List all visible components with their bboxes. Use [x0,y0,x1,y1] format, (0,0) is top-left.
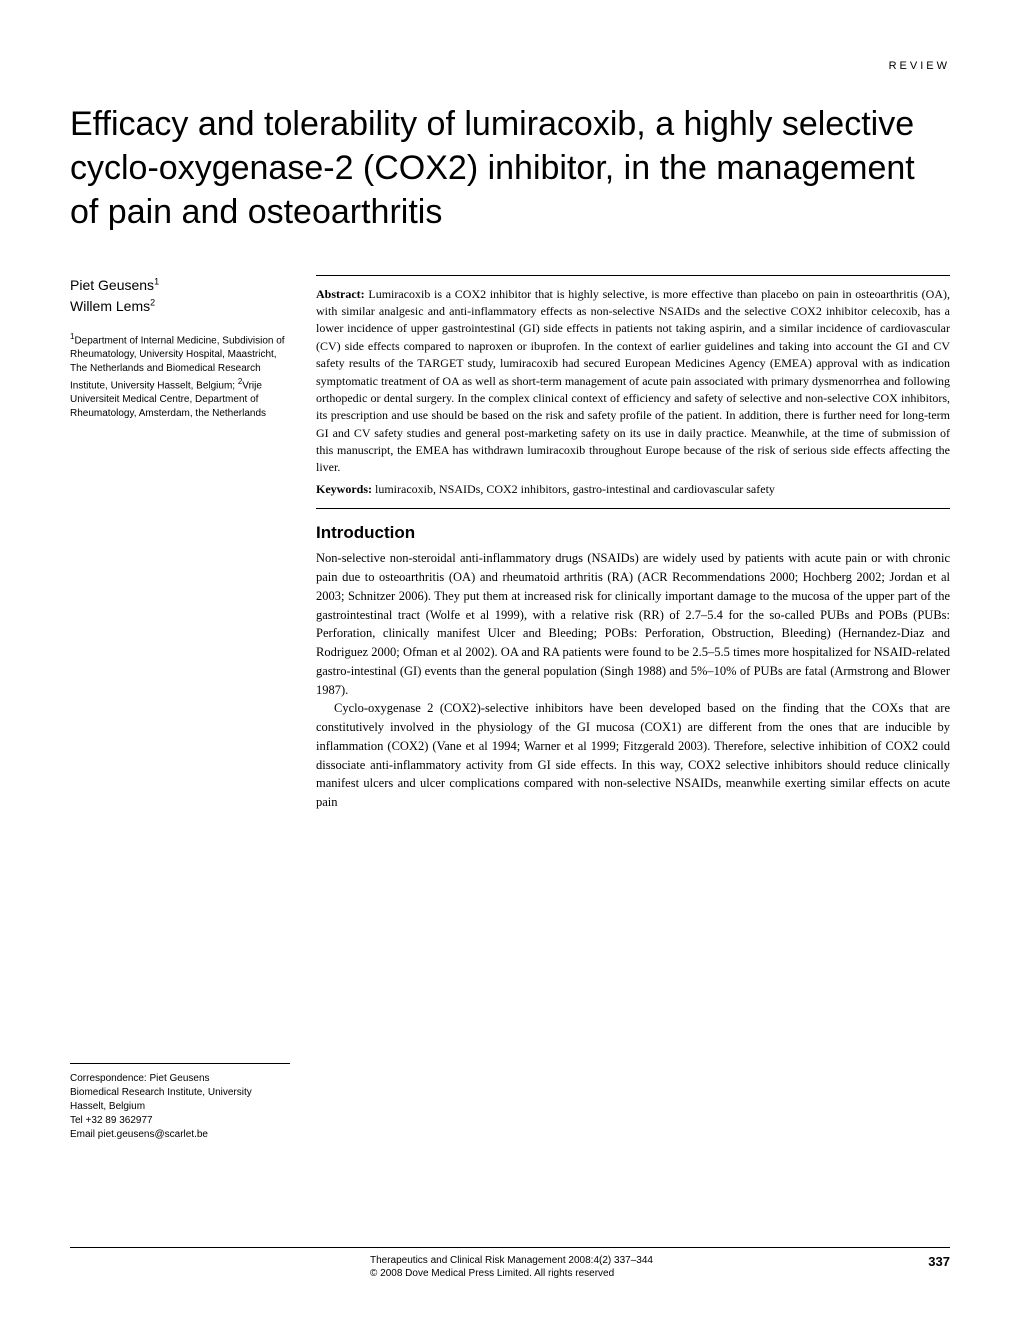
correspondence-name: Correspondence: Piet Geusens [70,1073,210,1084]
keywords-block: Keywords: lumiracoxib, NSAIDs, COX2 inhi… [316,481,950,498]
author-2-name: Willem Lems [70,298,150,314]
author-1-sup: 1 [154,276,159,286]
introduction-body: Non-selective non-steroidal anti-inflamm… [316,549,950,812]
correspondence-block: Correspondence: Piet Geusens Biomedical … [70,1063,290,1142]
footer-left: Therapeutics and Clinical Risk Managemen… [70,1254,653,1280]
author-1-name: Piet Geusens [70,277,154,293]
authors-block: Piet Geusens1 Willem Lems2 [70,275,290,317]
abstract-text: Lumiracoxib is a COX2 inhibitor that is … [316,287,950,475]
footer-journal: Therapeutics and Clinical Risk Managemen… [370,1255,653,1266]
page-footer: Therapeutics and Clinical Risk Managemen… [70,1247,950,1280]
intro-paragraph-1: Non-selective non-steroidal anti-inflamm… [316,549,950,699]
author-2-sup: 2 [150,297,155,307]
article-type-label: REVIEW [70,60,950,72]
correspondence-email: Email piet.geusens@scarlet.be [70,1129,208,1140]
page-number: 337 [928,1254,950,1280]
abstract-top-rule [316,275,950,276]
left-column: Piet Geusens1 Willem Lems2 1Department o… [70,275,290,812]
correspondence-address: Biomedical Research Institute, Universit… [70,1087,252,1112]
abstract-block: Abstract: Lumiracoxib is a COX2 inhibito… [316,286,950,477]
keywords-text: lumiracoxib, NSAIDs, COX2 inhibitors, ga… [372,482,775,496]
introduction-heading: Introduction [316,523,950,543]
footer-copyright: © 2008 Dove Medical Press Limited. All r… [370,1268,614,1279]
article-title: Efficacy and tolerability of lumiracoxib… [70,102,950,235]
content-columns: Piet Geusens1 Willem Lems2 1Department o… [70,275,950,812]
affiliations-block: 1Department of Internal Medicine, Subdiv… [70,331,290,422]
keywords-label: Keywords: [316,482,372,496]
abstract-label: Abstract: [316,287,365,301]
intro-paragraph-2: Cyclo-oxygenase 2 (COX2)-selective inhib… [316,699,950,812]
right-column: Abstract: Lumiracoxib is a COX2 inhibito… [316,275,950,812]
abstract-bottom-rule [316,508,950,509]
correspondence-tel: Tel +32 89 362977 [70,1115,153,1126]
